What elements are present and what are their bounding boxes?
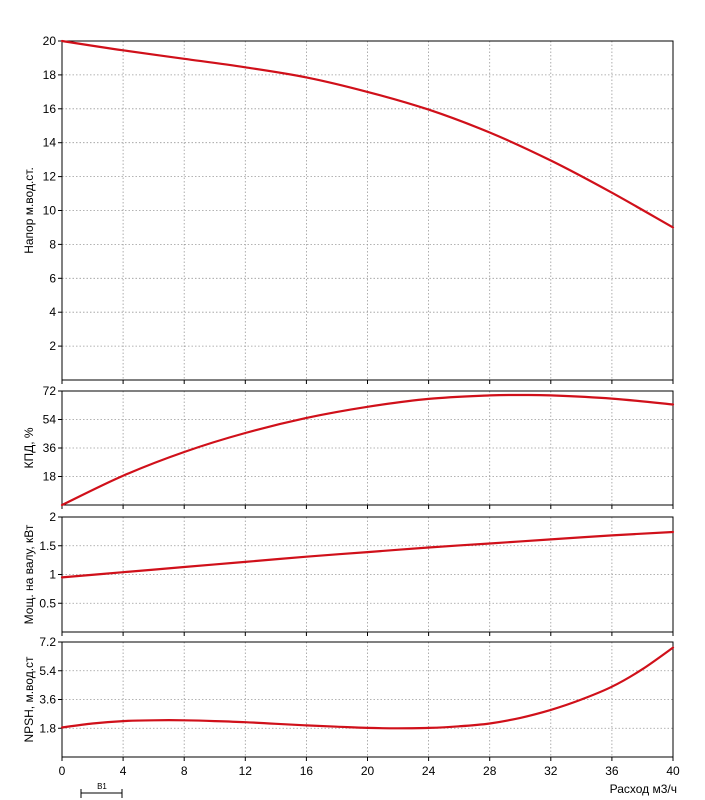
y-tick-label: 1.8	[39, 721, 56, 735]
panel-frame	[61, 641, 674, 758]
x-tick-label: 8	[181, 764, 188, 778]
x-axis: 0 4 8 12 16 20 24 28 32 36 40 Расход м3/ч	[59, 764, 680, 796]
y-tick-label: 54	[43, 413, 57, 427]
y-tick-label: 2	[49, 510, 56, 524]
panel-head: 2 4 6 8 10 12 14 16 18 20 Напор м.вод.ст.	[22, 34, 675, 384]
y-tick-label: 7.2	[39, 635, 56, 649]
x-tick-label: 28	[483, 764, 497, 778]
y-tick-label: 6	[49, 271, 56, 285]
y-tick-label: 36	[43, 441, 57, 455]
y-axis-label: Напор м.вод.ст.	[22, 167, 36, 254]
y-axis-label: Мощ. на валу, кВт	[22, 524, 36, 624]
x-tick-label: 40	[666, 764, 680, 778]
y-tick-label: 18	[43, 68, 57, 82]
y-tick-label: 8	[49, 237, 56, 251]
y-axis-label: NPSH, м.вод.ст	[22, 656, 36, 743]
scale-marker-label: B1	[97, 782, 107, 791]
y-tick-label: 12	[43, 170, 57, 184]
y-axis-label: КПД, %	[22, 427, 36, 468]
y-tick-label: 14	[43, 136, 57, 150]
series-line-head	[60, 39, 675, 229]
scale-marker: B1	[80, 782, 123, 798]
x-axis-label: Расход м3/ч	[610, 782, 677, 796]
y-tick-label: 72	[43, 384, 57, 398]
panel-efficiency: 18 36 54 72 КПД, %	[22, 384, 675, 509]
y-tick-label: 4	[49, 305, 56, 319]
panel-frame	[61, 40, 674, 381]
y-tick-label: 10	[43, 204, 57, 218]
series-line-power	[60, 530, 675, 579]
y-tick-label: 3.6	[39, 693, 56, 707]
y-tick-label: 20	[43, 34, 57, 48]
panel-frame	[61, 390, 674, 506]
y-tick-label: 18	[43, 470, 57, 484]
x-tick-label: 16	[300, 764, 314, 778]
y-tick-label: 0.5	[39, 596, 56, 610]
x-tick-label: 32	[544, 764, 558, 778]
x-tick-label: 36	[605, 764, 619, 778]
x-tick-label: 12	[239, 764, 253, 778]
panel-frame	[61, 516, 674, 633]
x-tick-label: 4	[120, 764, 127, 778]
y-tick-label: 2	[49, 339, 56, 353]
x-tick-label: 20	[361, 764, 375, 778]
series-line-efficiency	[60, 393, 675, 507]
series-line-npsh	[60, 646, 675, 730]
x-tick-label: 24	[422, 764, 436, 778]
y-tick-label: 1.5	[39, 539, 56, 553]
y-tick-label: 1	[49, 568, 56, 582]
y-tick-label: 5.4	[39, 664, 56, 678]
panel-power: 0.5 1 1.5 2 Мощ. на валу, кВт	[22, 510, 675, 636]
x-tick-label: 0	[59, 764, 66, 778]
y-tick-label: 16	[43, 102, 57, 116]
